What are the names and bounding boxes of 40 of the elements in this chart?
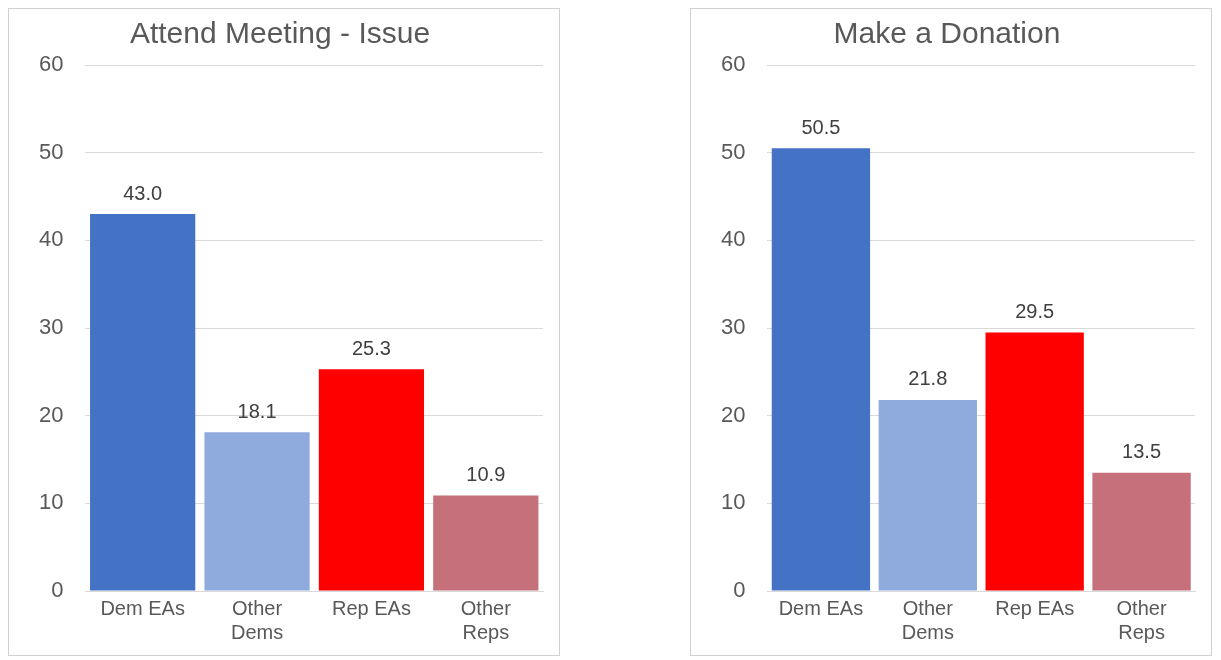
bar <box>985 332 1084 591</box>
bar <box>771 148 871 591</box>
y-tick-label: 10 <box>720 489 746 515</box>
y-tick-label: 40 <box>38 226 64 252</box>
data-label: 29.5 <box>1015 299 1055 322</box>
y-tick-label: 60 <box>38 51 64 77</box>
bar <box>90 214 196 591</box>
y-tick-label: 60 <box>720 51 746 77</box>
y-tick-label: 0 <box>51 577 64 603</box>
bar <box>204 432 310 591</box>
data-label: 13.5 <box>1122 440 1162 463</box>
bar <box>318 369 425 591</box>
y-tick-label: 20 <box>720 401 746 427</box>
y-tick-label: 10 <box>38 489 64 515</box>
x-tick-label: Dem EAs <box>778 596 864 619</box>
y-tick-label: 30 <box>720 314 746 340</box>
chart-title: Make a Donation <box>833 16 1061 50</box>
y-tick-label: 50 <box>720 138 746 164</box>
chart-title: Attend Meeting - Issue <box>129 16 431 50</box>
x-tick-label: Other Reps <box>460 596 512 643</box>
x-tick-label: Other Dems <box>230 596 284 643</box>
x-tick-label: Dem EAs <box>100 596 185 619</box>
y-tick-label: 20 <box>38 401 64 427</box>
data-label: 18.1 <box>237 399 277 422</box>
data-label: 43.0 <box>123 181 163 204</box>
x-tick-label: Rep EAs <box>331 596 411 619</box>
x-tick-label: Other Reps <box>1116 596 1167 643</box>
data-label: 50.5 <box>801 115 841 138</box>
data-label: 25.3 <box>351 336 391 359</box>
y-tick-label: 0 <box>733 577 746 603</box>
x-tick-label: Other Dems <box>901 596 954 643</box>
bar <box>878 399 977 591</box>
y-tick-label: 50 <box>38 138 64 164</box>
bar <box>433 495 539 591</box>
data-label: 21.8 <box>908 367 948 390</box>
y-tick-label: 30 <box>38 314 64 340</box>
bar <box>1092 472 1191 591</box>
y-tick-label: 40 <box>720 226 746 252</box>
x-tick-label: Rep EAs <box>995 596 1075 619</box>
data-label: 10.9 <box>466 462 506 485</box>
